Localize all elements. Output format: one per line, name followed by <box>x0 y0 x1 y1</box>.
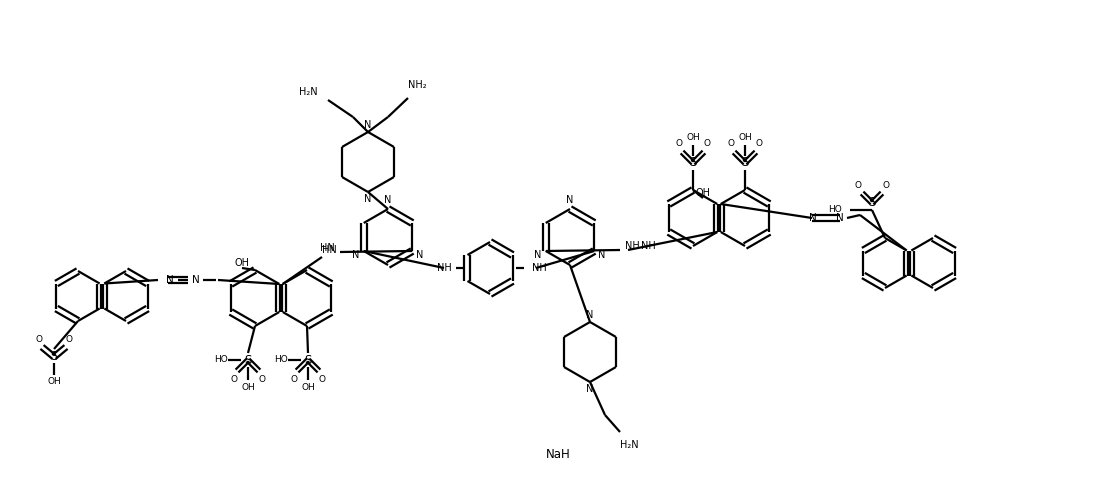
Text: OH: OH <box>301 383 315 391</box>
Text: S: S <box>244 353 252 366</box>
Text: N: N <box>586 384 594 394</box>
Text: NH: NH <box>532 263 547 273</box>
Text: S: S <box>690 157 696 169</box>
Text: N: N <box>586 310 594 320</box>
Text: N: N <box>353 250 359 261</box>
Text: HN: HN <box>321 245 336 255</box>
Text: N: N <box>566 195 574 205</box>
Text: HO: HO <box>828 205 841 215</box>
Text: OH: OH <box>241 383 254 391</box>
Text: N: N <box>836 213 844 223</box>
Text: N: N <box>416 250 424 261</box>
Text: O: O <box>675 139 683 147</box>
Text: O: O <box>756 139 762 147</box>
Text: S: S <box>305 353 311 366</box>
Text: HO: HO <box>214 355 228 365</box>
Text: OH: OH <box>695 188 711 198</box>
Text: NH: NH <box>641 241 656 251</box>
Text: H₂N: H₂N <box>299 87 318 97</box>
Text: N: N <box>364 194 372 204</box>
Text: O: O <box>259 375 266 385</box>
Text: HO: HO <box>275 355 288 365</box>
Text: OH: OH <box>47 378 61 386</box>
Text: N: N <box>384 195 392 205</box>
Text: N: N <box>192 275 200 285</box>
Text: OH: OH <box>738 133 752 142</box>
Text: O: O <box>231 375 238 385</box>
Text: OH: OH <box>234 258 250 268</box>
Text: O: O <box>36 334 42 344</box>
Text: O: O <box>318 375 326 385</box>
Text: S: S <box>50 350 58 364</box>
Text: N: N <box>809 213 817 223</box>
Text: HN: HN <box>320 243 335 253</box>
Text: O: O <box>883 181 889 189</box>
Text: O: O <box>703 139 711 147</box>
Text: O: O <box>66 334 73 344</box>
Text: NH: NH <box>625 241 639 251</box>
Text: O: O <box>728 139 734 147</box>
Text: OH: OH <box>686 133 700 142</box>
Text: NH: NH <box>437 263 452 273</box>
Text: N: N <box>364 120 372 130</box>
Text: N: N <box>535 250 541 261</box>
Text: N: N <box>166 275 174 285</box>
Text: H₂N: H₂N <box>620 440 638 450</box>
Text: S: S <box>741 157 749 169</box>
Text: N: N <box>598 250 606 261</box>
Text: O: O <box>855 181 862 189</box>
Text: S: S <box>868 197 876 209</box>
Text: NH₂: NH₂ <box>408 80 426 90</box>
Text: O: O <box>290 375 298 385</box>
Text: NaH: NaH <box>546 448 570 462</box>
